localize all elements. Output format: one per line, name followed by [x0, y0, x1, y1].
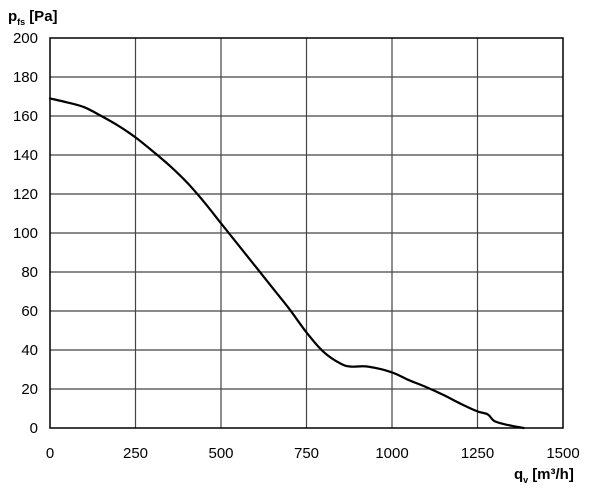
- y-tick-labels: 0 20 40 60 80 100 120 140 160 180 200: [13, 30, 38, 437]
- x-tick-label: 1500: [546, 445, 579, 462]
- x-axis-symbol: q: [514, 466, 523, 483]
- y-tick-label: 40: [21, 342, 38, 359]
- y-tick-label: 140: [13, 147, 38, 164]
- y-tick-label: 180: [13, 69, 38, 86]
- x-tick-label: 1000: [375, 445, 408, 462]
- x-tick-label: 1250: [461, 445, 494, 462]
- y-tick-label: 0: [30, 420, 38, 437]
- plot-frame: [49, 37, 564, 429]
- y-tick-label: 60: [21, 303, 38, 320]
- x-tick-label: 500: [208, 445, 233, 462]
- gridlines: [50, 38, 563, 428]
- y-axis-title: pfs [Pa]: [8, 8, 58, 27]
- y-tick-label: 120: [13, 186, 38, 203]
- x-axis-title: qv [m³/h]: [514, 466, 574, 485]
- y-tick-label: 200: [13, 30, 38, 47]
- y-tick-label: 80: [21, 264, 38, 281]
- y-tick-label: 100: [13, 225, 38, 242]
- x-axis-unit: [m³/h]: [532, 466, 574, 483]
- y-axis-symbol: p: [8, 8, 17, 25]
- x-axis-subscript: v: [523, 475, 528, 485]
- y-tick-label: 20: [21, 381, 38, 398]
- x-tick-labels: 0 250 500 750 1000 1250 1500: [46, 445, 580, 462]
- x-tick-label: 0: [46, 445, 54, 462]
- x-tick-label: 750: [294, 445, 319, 462]
- y-axis-unit: [Pa]: [29, 8, 57, 25]
- pressure-curve: [48, 97, 525, 430]
- x-tick-label: 250: [123, 445, 148, 462]
- y-axis-subscript: fs: [17, 17, 25, 27]
- y-tick-label: 160: [13, 108, 38, 125]
